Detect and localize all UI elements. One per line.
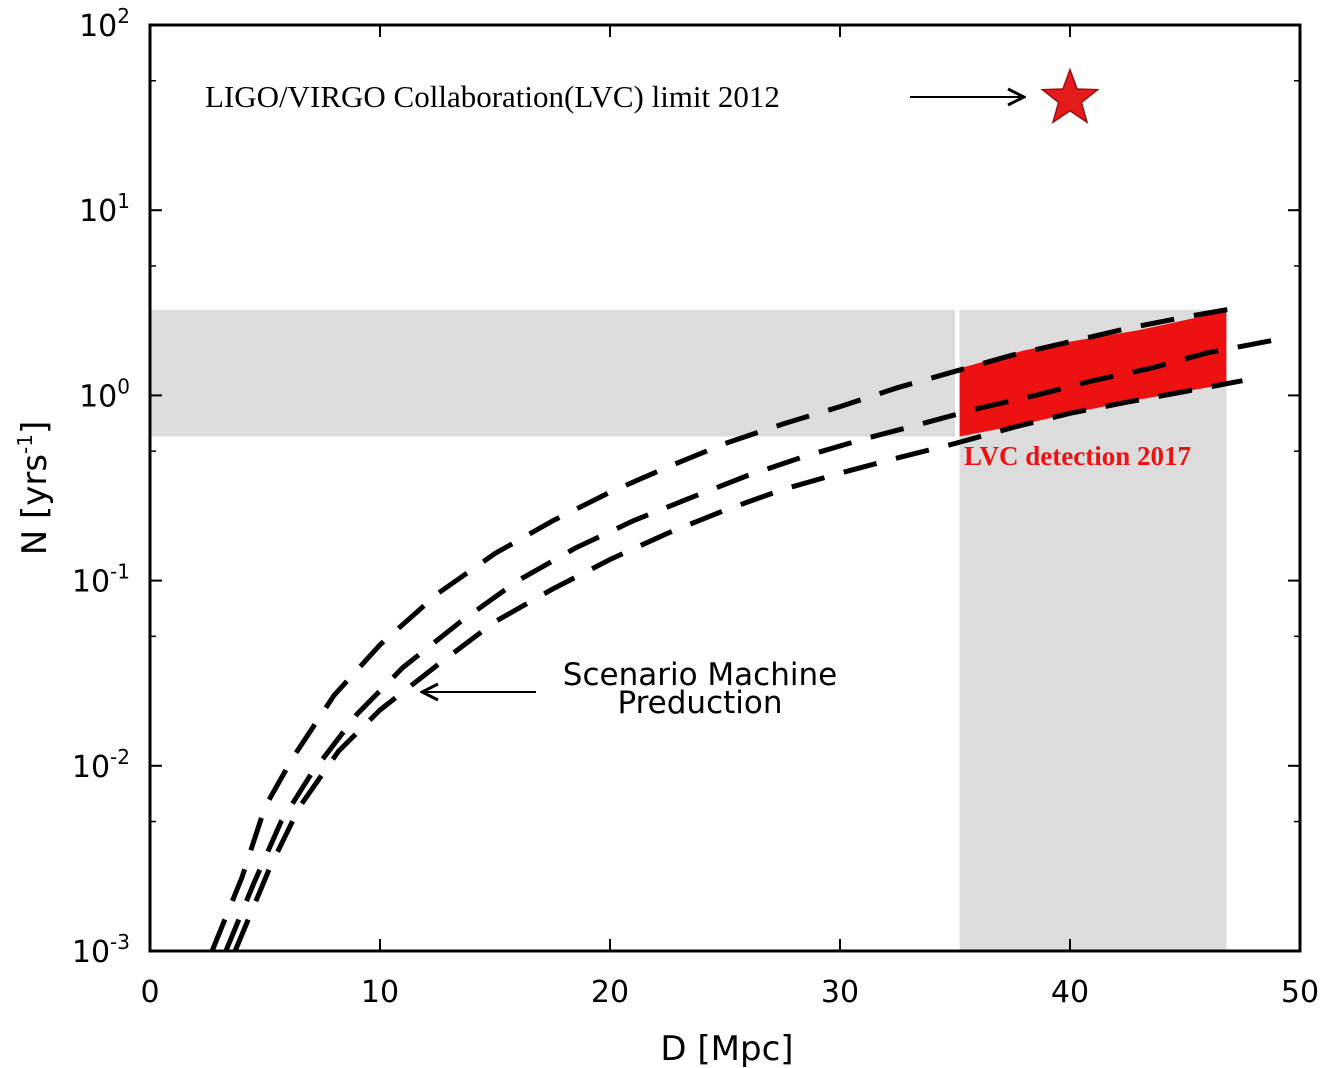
lvc-detection-band bbox=[959, 311, 1227, 437]
y-tick-label-1: 10-2 bbox=[72, 745, 130, 785]
x-tick-label-50: 50 bbox=[1281, 975, 1319, 1010]
y-axis-title: N [yrs-1] bbox=[13, 421, 55, 556]
x-tick-label-20: 20 bbox=[591, 975, 629, 1010]
lvc-detection-annotation: LVC detection 2017 bbox=[964, 441, 1191, 471]
x-tick-label-30: 30 bbox=[821, 975, 859, 1010]
series-line-2 bbox=[223, 337, 1278, 952]
y-tick-label-0: 10-3 bbox=[72, 930, 130, 970]
y-tick-label-2: 10-1 bbox=[72, 560, 130, 600]
x-axis-title: D [Mpc] bbox=[660, 1029, 793, 1068]
star-marker bbox=[1040, 67, 1100, 124]
x-tick-label-10: 10 bbox=[361, 975, 399, 1010]
lvc-limit-star-marker bbox=[1040, 67, 1100, 124]
shaded-region-horizontal-band bbox=[150, 309, 955, 437]
y-tick-label-5: 102 bbox=[79, 4, 130, 44]
series-line-3 bbox=[232, 378, 1243, 952]
axis-ticks bbox=[149, 24, 1301, 952]
red-band-area bbox=[959, 311, 1227, 437]
y-tick-labels: 10-3 10-2 10-1 100 101 102 bbox=[72, 4, 130, 970]
x-tick-labels: 0 10 20 30 40 50 bbox=[140, 975, 1319, 1010]
scenario-annotation-line2: Preduction bbox=[617, 685, 782, 721]
series-lines bbox=[209, 304, 1278, 952]
x-tick-label-0: 0 bbox=[140, 975, 159, 1010]
ligo-limit-annotation: LIGO/VIRGO Collaboration(LVC) limit 2012 bbox=[205, 79, 780, 114]
plot-frame bbox=[148, 23, 1302, 953]
y-tick-label-4: 101 bbox=[79, 189, 130, 229]
scenario-annotation-line1: Scenario Machine bbox=[563, 657, 837, 693]
x-tick-label-40: 40 bbox=[1051, 975, 1089, 1010]
y-tick-label-3: 100 bbox=[79, 374, 130, 414]
series-line-1 bbox=[209, 304, 1243, 952]
